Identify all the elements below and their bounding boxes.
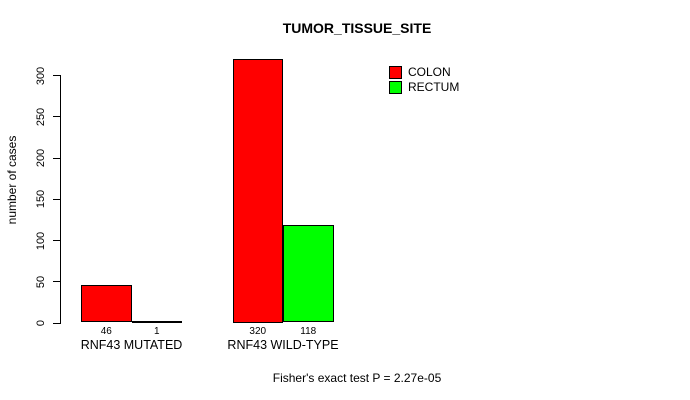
y-tick-label: 0 <box>35 319 47 327</box>
legend: COLON RECTUM <box>389 65 459 95</box>
y-tick-mark <box>52 240 60 241</box>
y-tick-label: 300 <box>35 66 47 85</box>
colon-color-swatch <box>389 66 402 79</box>
y-tick-label: 100 <box>35 231 47 250</box>
y-tick-mark <box>52 281 60 283</box>
y-axis-line <box>59 75 61 324</box>
legend-item-colon: COLON <box>389 65 459 80</box>
chart-title: TUMOR_TISSUE_SITE <box>282 20 432 36</box>
legend-label-rectum: RECTUM <box>408 80 460 94</box>
y-tick-label: 50 <box>35 275 47 288</box>
x-category-label: RNF43 MUTATED <box>80 338 183 352</box>
bar-colon-2 <box>232 58 283 323</box>
fisher-test-annotation: Fisher's exact test P = 2.27e-05 <box>272 371 442 385</box>
y-tick-mark <box>52 116 60 118</box>
bar-colon-1 <box>81 284 132 323</box>
y-tick-label: 250 <box>35 107 47 126</box>
y-tick-mark <box>52 198 60 200</box>
y-tick-mark <box>52 157 60 159</box>
rectum-color-swatch <box>389 81 402 94</box>
y-tick-mark <box>52 75 60 76</box>
y-tick-mark <box>52 322 60 324</box>
bar-value-label: 118 <box>300 325 317 337</box>
x-category-label: RNF43 WILD-TYPE <box>227 338 339 352</box>
bar-value-label: 46 <box>100 325 112 337</box>
legend-label-colon: COLON <box>408 65 451 79</box>
bar-rectum-1 <box>131 320 182 323</box>
bar-value-label: 320 <box>249 325 267 337</box>
bar-rectum-2 <box>283 225 334 323</box>
bar-value-label: 1 <box>153 325 160 337</box>
y-tick-label: 150 <box>35 190 47 209</box>
legend-item-rectum: RECTUM <box>389 80 459 95</box>
y-tick-label: 200 <box>35 148 47 168</box>
